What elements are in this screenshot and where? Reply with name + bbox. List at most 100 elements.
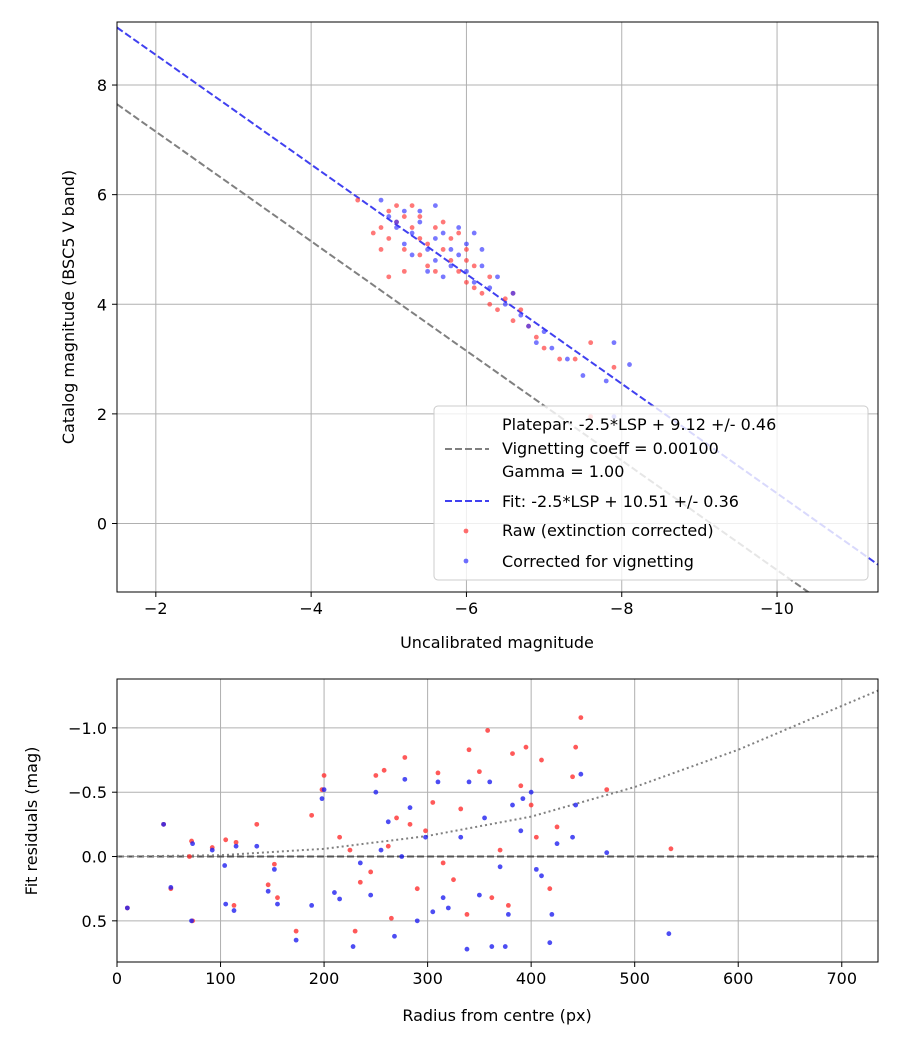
top-point-series-1: [432, 236, 438, 241]
top-point-series-0: [417, 236, 423, 241]
top-point-series-0: [479, 290, 485, 296]
bottom-point-series-1: [489, 944, 495, 949]
bottom-point-series-0: [187, 854, 192, 859]
bottom-point-series-1: [510, 802, 515, 808]
top-y-tick-label: 4: [97, 295, 107, 314]
legend-platepar-line3: Gamma = 1.00: [502, 462, 624, 481]
bottom-point-series-1: [223, 901, 229, 907]
top-y-tick-label: 2: [97, 405, 107, 424]
bottom-point-series-0: [440, 860, 446, 866]
bottom-point-series-0: [578, 715, 584, 720]
top-point-series-1: [440, 230, 446, 236]
bottom-point-series-1: [435, 779, 441, 785]
top-point-series-0: [572, 356, 578, 362]
bottom-point-series-1: [357, 860, 363, 866]
bottom-point-series-1: [231, 908, 237, 913]
bottom-point-series-1: [368, 892, 374, 898]
bottom-point-series-1: [666, 931, 672, 937]
bottom-point-series-1: [445, 905, 451, 911]
bottom-point-series-1: [319, 796, 325, 802]
legend-corrected-label: Corrected for vignetting: [502, 552, 694, 571]
top-point-series-0: [425, 263, 431, 269]
legend-raw-label: Raw (extinction corrected): [502, 521, 714, 540]
bottom-point-series-1: [458, 834, 464, 840]
bottom-point-series-0: [231, 903, 237, 908]
top-point-series-1: [549, 345, 555, 351]
bottom-point-series-1: [189, 918, 194, 924]
top-point-series-0: [355, 197, 361, 203]
top-plot: −2 −4 −6 −8 −10 0 2 4 6 8 Uncalibrated magnitude…: [59, 21, 879, 652]
bottom-point-series-0: [497, 847, 503, 853]
legend-corrected-swatch: [463, 558, 469, 564]
bottom-point-series-1: [124, 905, 130, 911]
bottom-point-series-1: [604, 850, 610, 856]
bottom-y-tick-label: 0.0: [82, 848, 107, 867]
legend-fit-label: Fit: -2.5*LSP + 10.51 +/- 0.36: [502, 492, 739, 511]
bottom-point-series-1: [209, 847, 215, 853]
bottom-point-series-1: [350, 944, 356, 949]
top-point-series-1: [603, 378, 609, 384]
bottom-point-series-1: [233, 843, 239, 849]
bottom-point-series-1: [190, 841, 195, 847]
top-y-tick-label: 6: [97, 186, 107, 205]
top-x-ticks: −2 −4 −6 −8 −10: [144, 592, 794, 618]
bottom-plot: 0 100 200 300 400 500 600 700 0.5 0.0 −0.5 −1.0 Ra…: [22, 678, 879, 1025]
bottom-x-tick-label: 0: [112, 969, 122, 988]
bottom-point-series-1: [222, 863, 228, 868]
top-axes-frame: [116, 21, 879, 593]
bottom-point-series-0: [309, 812, 315, 818]
top-point-series-1: [479, 247, 485, 252]
top-point-series-0: [557, 356, 563, 362]
top-point-series-0: [541, 345, 547, 351]
bottom-point-series-1: [373, 789, 379, 795]
bottom-point-series-1: [414, 918, 420, 924]
bottom-point-series-1: [430, 909, 436, 915]
bottom-axes-frame: [116, 678, 879, 963]
top-point-series-1: [409, 230, 415, 236]
bottom-point-series-1: [539, 873, 544, 879]
legend-platepar-line1: Platepar: -2.5*LSP + 9.12 +/- 0.46: [502, 415, 776, 434]
bottom-point-series-1: [378, 847, 384, 853]
bottom-point-series-0: [539, 757, 544, 763]
bottom-y-tick-label: −1.0: [68, 719, 107, 738]
bottom-point-series-0: [388, 915, 394, 921]
top-point-series-0: [456, 268, 462, 274]
top-point-series-0: [510, 318, 516, 324]
bottom-point-series-0: [385, 843, 391, 849]
bottom-point-series-1: [549, 912, 555, 917]
bottom-point-series-1: [466, 779, 472, 785]
bottom-point-series-0: [547, 886, 553, 892]
top-point-series-1: [440, 274, 446, 280]
top-point-series-0: [401, 247, 407, 252]
bottom-point-series-1: [497, 864, 503, 870]
top-point-series-0: [417, 252, 423, 258]
bottom-point-series-1: [275, 901, 280, 907]
bottom-point-series-0: [337, 834, 343, 840]
top-point-series-0: [464, 279, 469, 285]
bottom-point-series-0: [451, 877, 456, 883]
bottom-point-series-1: [332, 890, 337, 895]
top-point-series-0: [378, 225, 384, 230]
top-point-series-1: [526, 323, 531, 329]
bottom-point-series-1: [385, 819, 391, 825]
top-scatter: [355, 197, 632, 420]
top-point-series-1: [456, 252, 462, 258]
bottom-point-series-1: [554, 841, 560, 847]
top-point-series-0: [409, 225, 415, 230]
bottom-x-tick-label: 700: [826, 969, 857, 988]
top-point-series-1: [464, 268, 469, 274]
bottom-point-series-1: [440, 895, 446, 901]
bottom-point-series-1: [168, 884, 174, 890]
top-point-series-1: [417, 208, 423, 214]
bottom-point-series-0: [352, 928, 358, 934]
top-point-series-0: [432, 225, 438, 230]
top-point-series-0: [409, 203, 415, 209]
top-point-series-1: [456, 225, 462, 230]
top-point-series-1: [518, 312, 524, 318]
top-point-series-0: [487, 274, 493, 280]
top-x-tick-label: −2: [144, 599, 168, 618]
legend-raw-swatch: [463, 528, 469, 534]
bottom-point-series-1: [573, 802, 579, 808]
top-point-series-0: [440, 247, 446, 252]
